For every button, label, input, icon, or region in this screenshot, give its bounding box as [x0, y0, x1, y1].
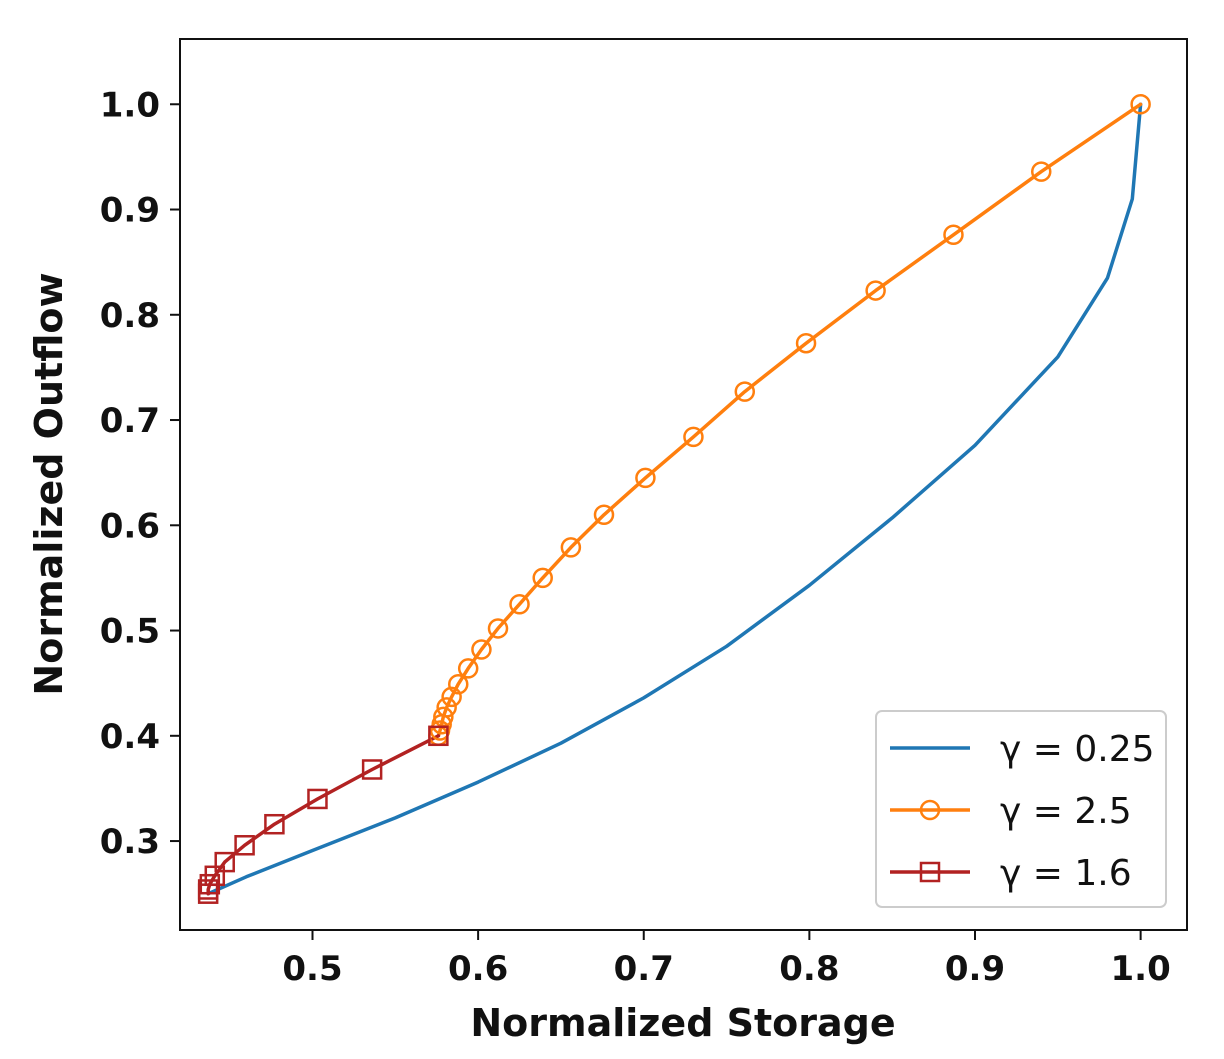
- series-1-point: [943, 224, 964, 246]
- legend: γ = 0.25 γ = 2.5 γ = 1.6: [875, 710, 1167, 908]
- series-1-point: [734, 381, 756, 402]
- series-1-point: [1031, 161, 1052, 182]
- y-axis: 0.3 0.4 0.5 0.6 0.7 0.8 0.9 1.0: [100, 85, 180, 862]
- series-1-point: [448, 673, 469, 695]
- series-2-point: [428, 725, 449, 747]
- series-1-point: [593, 504, 615, 526]
- series-1-point: [1130, 94, 1151, 115]
- series-1-point: [865, 280, 886, 301]
- x-tick-label: 0.6: [448, 949, 508, 989]
- legend-box: [875, 710, 1167, 908]
- y-tick-label: 0.6: [100, 506, 160, 546]
- x-tick-label: 0.5: [282, 949, 342, 989]
- series-1-point: [436, 697, 457, 718]
- x-tick-label: 0.9: [945, 949, 1005, 989]
- series-1-point: [635, 467, 656, 489]
- legend-entries: γ = 0.25 γ = 2.5 γ = 1.6: [890, 729, 1155, 894]
- x-tick-label: 0.7: [614, 949, 674, 989]
- y-tick-label: 1.0: [100, 85, 160, 125]
- series-1-point: [795, 332, 817, 354]
- series-1-point: [457, 658, 479, 679]
- series-1-point: [683, 426, 704, 448]
- legend-label-2: γ = 1.6: [1000, 853, 1132, 894]
- legend-marker-2: [919, 861, 941, 883]
- series-1-point: [487, 618, 509, 639]
- x-tick-label: 1.0: [1111, 949, 1171, 989]
- plot-frame: [179, 38, 1188, 931]
- series-1-point: [560, 537, 582, 558]
- series-line-0: [206, 102, 1143, 896]
- series-2-point: [197, 879, 219, 900]
- x-axis: 0.5 0.6 0.7 0.8 0.9 1.0: [282, 930, 1171, 989]
- y-tick-label: 0.3: [100, 822, 160, 862]
- series-2-point: [234, 835, 255, 856]
- x-tick-label: 0.8: [779, 949, 839, 989]
- y-tick-label: 0.5: [100, 612, 160, 652]
- series-2-point: [264, 813, 285, 835]
- series-2-point: [307, 788, 328, 810]
- series-1-point: [532, 567, 553, 589]
- series-1-point: [441, 686, 462, 708]
- y-tick-label: 0.8: [100, 296, 160, 336]
- legend-label-0: γ = 0.25: [1000, 729, 1155, 770]
- series-line-1: [436, 102, 1143, 738]
- plot-markers-group: [197, 94, 1151, 904]
- legend-marker-1: [919, 799, 941, 821]
- y-axis-title: Normalized Outflow: [27, 272, 71, 695]
- series-1-point: [471, 639, 492, 660]
- y-tick-label: 0.7: [100, 401, 160, 441]
- y-tick-label: 0.4: [100, 717, 160, 757]
- series-2-point: [361, 759, 383, 780]
- series-1-point: [509, 593, 530, 615]
- series-2-point: [214, 851, 235, 873]
- y-tick-label: 0.9: [100, 191, 160, 231]
- legend-label-1: γ = 2.5: [1000, 791, 1132, 832]
- x-axis-title: Normalized Storage: [470, 1001, 895, 1045]
